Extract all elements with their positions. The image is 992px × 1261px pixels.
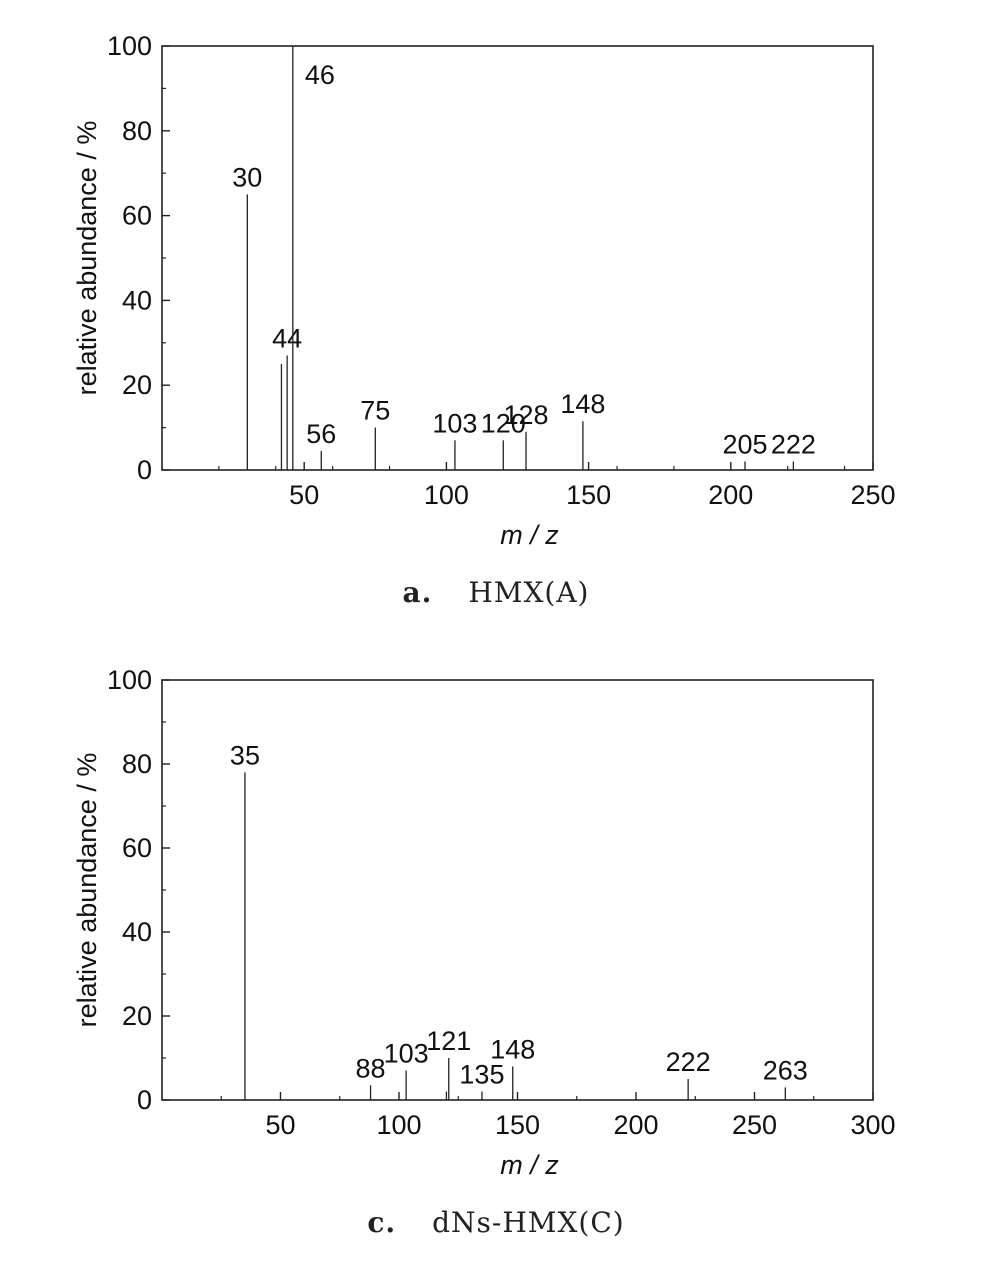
- peak-label: 88: [356, 1053, 386, 1083]
- peak-label: 56: [306, 419, 336, 449]
- panel-c: 0 20 40 60 80 100 50 100 150 200 250 300 m / z relati…: [0, 630, 992, 1260]
- caption-c-letter: c.: [367, 1206, 397, 1239]
- x-axis-title: m / z: [500, 1150, 559, 1180]
- peak-label: 128: [504, 400, 549, 430]
- x-tick-label: 150: [566, 480, 611, 510]
- x-tick-label: 50: [265, 1110, 295, 1140]
- x-tick-label: 50: [289, 480, 319, 510]
- caption-c: c. dNs-HMX(C): [0, 1206, 992, 1239]
- caption-a: a. HMX(A): [0, 576, 992, 609]
- y-axis-title: relative abundance / %: [72, 753, 102, 1028]
- y-tick-label: 100: [107, 665, 152, 695]
- caption-a-text: HMX(A): [468, 576, 590, 609]
- chart-c: 0 20 40 60 80 100 50 100 150 200 250 300 m / z relati…: [72, 665, 896, 1180]
- y-tick-label: 40: [122, 285, 152, 315]
- peak-label: 121: [426, 1026, 471, 1056]
- y-tick-label: 80: [122, 116, 152, 146]
- x-tick-label: 150: [495, 1110, 540, 1140]
- y-tick-label: 0: [137, 1085, 152, 1115]
- x-tick-label: 100: [376, 1110, 421, 1140]
- x-tick-label: 200: [708, 480, 753, 510]
- y-tick-label: 60: [122, 833, 152, 863]
- peak-label: 263: [763, 1055, 808, 1085]
- y-tick-label: 60: [122, 201, 152, 231]
- peak-label: 35: [230, 740, 260, 770]
- y-tick-label: 20: [122, 1001, 152, 1031]
- y-tick-label: 0: [137, 455, 152, 485]
- chart-a: 0 20 40 60 80 100 50 100 150 200 250 m / z relative …: [72, 31, 896, 550]
- peak-label: 75: [360, 396, 390, 426]
- x-tick-label: 250: [732, 1110, 777, 1140]
- x-tick-label: 100: [424, 480, 469, 510]
- peak-label: 44: [272, 324, 302, 354]
- y-tick-label: 40: [122, 917, 152, 947]
- peak-label: 205: [722, 430, 767, 460]
- x-tick-label: 200: [613, 1110, 658, 1140]
- panel-a: 0 20 40 60 80 100 50 100 150 200 250 m / z relative …: [0, 0, 992, 630]
- peak-label: 30: [232, 162, 262, 192]
- peak-label: 103: [432, 408, 477, 438]
- caption-c-text: dNs-HMX(C): [432, 1206, 625, 1239]
- x-axis-title: m / z: [500, 520, 559, 550]
- y-axis-title: relative abundance / %: [72, 121, 102, 396]
- peak-label: 222: [666, 1047, 711, 1077]
- peak-label: 148: [560, 389, 605, 419]
- x-tick-label: 250: [850, 480, 895, 510]
- y-tick-label: 100: [107, 31, 152, 61]
- caption-a-letter: a.: [402, 576, 433, 609]
- x-tick-label: 300: [850, 1110, 895, 1140]
- y-tick-label: 80: [122, 749, 152, 779]
- peak-label: 222: [771, 430, 816, 460]
- peak-label: 120: [481, 408, 526, 438]
- peak-label: 46: [305, 60, 335, 90]
- peak-label: 148: [490, 1034, 535, 1064]
- peak-label: 103: [384, 1039, 429, 1069]
- y-tick-label: 20: [122, 370, 152, 400]
- peak-label: 135: [459, 1060, 504, 1090]
